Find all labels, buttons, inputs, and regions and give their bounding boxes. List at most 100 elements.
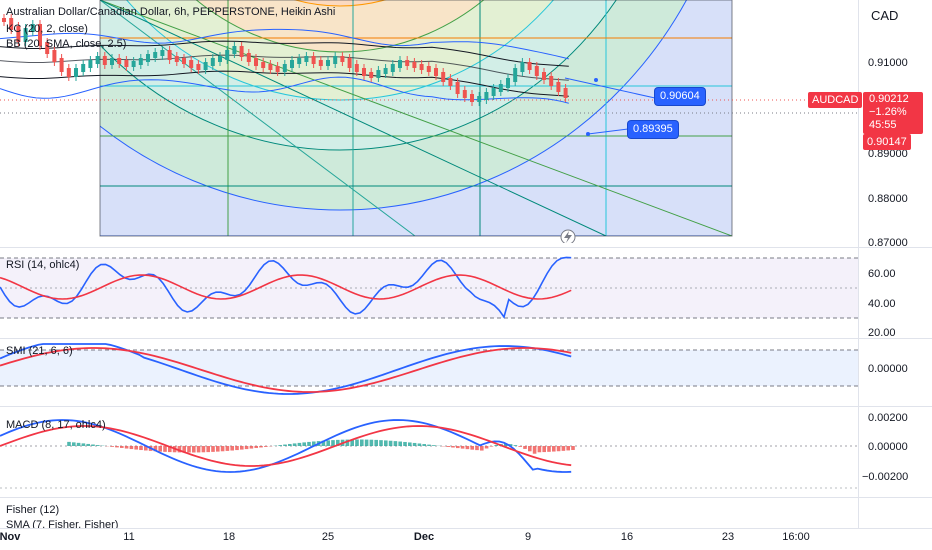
candle-body: [232, 46, 237, 54]
macd-histogram-bar: [144, 446, 148, 451]
candle-body: [311, 56, 316, 64]
candle-body: [534, 66, 539, 76]
last-price: 0.90212: [869, 93, 909, 105]
macd-histogram-bar: [153, 446, 158, 452]
candle-body: [102, 56, 107, 65]
price-axis[interactable]: CAD: [859, 0, 932, 528]
macd-histogram-bar: [489, 446, 494, 447]
candle-body: [477, 96, 482, 102]
macd-histogram-bar: [350, 439, 354, 446]
kc-indicator-label[interactable]: KC (20, 2, close): [6, 23, 88, 35]
candle-body: [426, 66, 431, 72]
candle-body: [326, 60, 330, 66]
candle-body: [318, 60, 323, 66]
smi-pane[interactable]: SMI (21, 6, 6): [0, 340, 858, 404]
macd-pane[interactable]: MACD (8, 17, ohlc4): [0, 408, 858, 496]
candle-body: [117, 58, 122, 64]
candle-body: [297, 58, 302, 64]
candle-body: [412, 62, 417, 68]
macd-histogram-bar: [307, 441, 311, 446]
price-pane[interactable]: Australian Dollar/Canadian Dollar, 6h, P…: [0, 0, 858, 243]
candle-body: [38, 24, 42, 46]
macd-histogram-bar: [211, 446, 215, 452]
macd-histogram-bar: [446, 446, 450, 447]
macd-histogram-bar: [220, 446, 225, 452]
rsi-pane[interactable]: RSI (14, ohlc4): [0, 251, 858, 336]
macd-histogram-bar: [542, 446, 546, 453]
currency-label[interactable]: CAD: [871, 8, 899, 23]
candle-body: [182, 58, 186, 64]
horizontal-line-price-label[interactable]: 0.89395: [628, 121, 678, 138]
price-tick: 0.88000: [868, 193, 908, 205]
bollinger-upper-band: [0, 28, 569, 60]
macd-histogram-bar: [388, 440, 393, 446]
low-price-badge: 0.90147: [863, 134, 911, 150]
macd-histogram-bar: [196, 446, 201, 453]
macd-histogram-bar: [264, 446, 268, 447]
macd-chart-canvas[interactable]: [0, 408, 858, 496]
macd-histogram-bar: [283, 444, 287, 446]
fisher-sma-label[interactable]: SMA (7, Fisher, Fisher): [6, 519, 119, 528]
macd-histogram-bar: [182, 446, 186, 453]
candle-body: [282, 64, 287, 72]
fisher-indicator-label[interactable]: Fisher (12): [6, 504, 60, 516]
candle-body: [369, 72, 374, 78]
candle-body: [455, 82, 460, 94]
smi-indicator-label[interactable]: SMI (21, 6, 6): [6, 345, 73, 357]
macd-histogram-bar: [86, 443, 90, 446]
candle-body: [174, 56, 179, 62]
candle-body: [196, 64, 201, 70]
lightning-icon[interactable]: [560, 229, 576, 243]
rsi-tick: 20.00: [868, 327, 896, 339]
bar-countdown: 45:55: [869, 119, 897, 131]
candle-body: [520, 62, 525, 72]
macd-histogram-bar: [571, 446, 575, 450]
macd-histogram-bar: [177, 446, 182, 453]
macd-histogram-bar: [139, 446, 143, 451]
candle-body: [246, 53, 251, 62]
macd-histogram-bar: [393, 441, 398, 446]
macd-histogram-bar: [259, 446, 263, 448]
candle-body: [542, 72, 546, 80]
macd-histogram-bar: [206, 446, 210, 453]
candle-body: [124, 60, 129, 67]
candle-body: [239, 46, 244, 57]
symbol-badge[interactable]: AUDCAD: [808, 92, 863, 108]
rsi-indicator-label[interactable]: RSI (14, ohlc4): [6, 259, 80, 271]
candle-body: [434, 68, 438, 76]
time-tick: 9: [524, 531, 532, 543]
candle-body: [448, 78, 453, 86]
macd-histogram-bar: [432, 445, 436, 446]
rsi-tick: 60.00: [868, 268, 896, 280]
macd-histogram-bar: [369, 439, 374, 446]
fisher-pane[interactable]: Fisher (12) SMA (7, Fisher, Fisher): [0, 500, 858, 528]
macd-histogram-bar: [67, 441, 71, 446]
candle-body: [138, 58, 143, 65]
macd-tick: −0.00200: [862, 471, 909, 483]
candle-body: [261, 62, 266, 68]
macd-indicator-label[interactable]: MACD (8, 17, ohlc4): [6, 419, 106, 431]
macd-histogram-bar: [379, 440, 383, 446]
candle-body: [527, 62, 532, 70]
rsi-chart-canvas[interactable]: [0, 251, 858, 336]
macd-histogram-bar: [230, 446, 234, 451]
macd-histogram-bar: [254, 446, 258, 449]
macd-histogram-bar: [470, 446, 474, 450]
price-chart-canvas[interactable]: [0, 0, 858, 243]
chart-title: Australian Dollar/Canadian Dollar, 6h, P…: [6, 6, 336, 18]
candle-body: [268, 64, 273, 70]
smi-chart-canvas[interactable]: [0, 340, 858, 404]
candle-body: [340, 56, 345, 62]
macd-histogram-bar: [513, 445, 518, 446]
bb-indicator-label[interactable]: BB (20, SMA, close, 2.5): [6, 38, 127, 50]
candle-body: [59, 58, 64, 72]
fib-fan-drawing[interactable]: [0, 0, 740, 236]
candle-body: [333, 56, 338, 64]
horizontal-line-price-label[interactable]: 0.90604: [655, 88, 705, 105]
macd-histogram-bar: [523, 446, 527, 449]
macd-histogram-bar: [187, 446, 191, 453]
candle-body: [513, 68, 518, 82]
candle-body: [9, 18, 14, 30]
candle-body: [390, 64, 395, 72]
macd-histogram-bar: [561, 446, 566, 451]
